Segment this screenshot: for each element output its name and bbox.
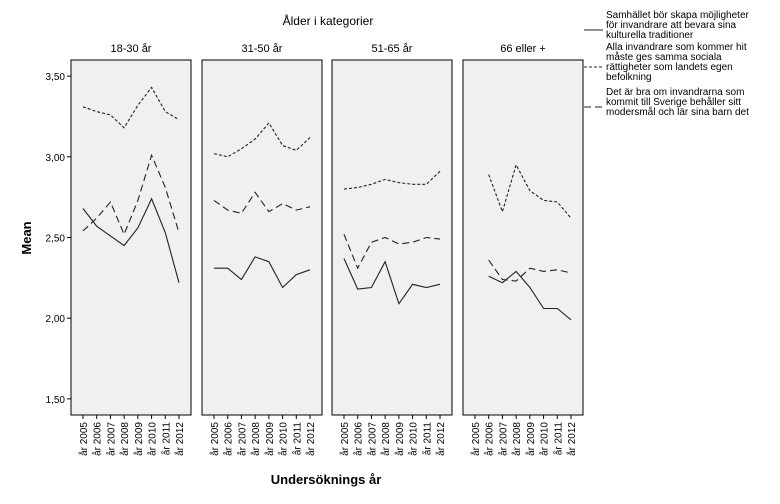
x-tick-label: år 2005 <box>78 422 90 456</box>
legend-label: Samhället bör skapa möjligheter <box>606 10 750 21</box>
y-axis-title: Mean <box>19 221 34 254</box>
x-tick-label: år 2011 <box>160 422 172 456</box>
legend-label: rättigheter som landets egen <box>606 62 733 73</box>
x-tick-label: år 2011 <box>421 422 433 456</box>
x-tick-label: år 2010 <box>539 422 551 456</box>
legend-label: Det är bra om invandrarna som <box>606 87 744 98</box>
x-tick-label: år 2006 <box>353 422 365 456</box>
x-tick-label: år 2008 <box>380 422 392 456</box>
legend-label: modersmål och lär sina barn det <box>606 106 749 118</box>
series-line <box>343 170 441 190</box>
x-tick-label: år 2009 <box>525 422 537 456</box>
x-axis-title: Undersöknings år <box>271 472 382 487</box>
x-tick-label: år 2012 <box>435 422 447 456</box>
legend-label: måste ges samma sociala <box>606 51 722 63</box>
series-line <box>343 234 441 270</box>
x-tick-label: år 2005 <box>339 422 351 456</box>
series-line <box>82 197 180 283</box>
series-line <box>213 121 311 158</box>
legend-label: befolkning <box>606 72 652 83</box>
x-tick-label: år 2009 <box>133 422 145 456</box>
x-tick-label: år 2010 <box>408 422 420 456</box>
legend-label: kulturella traditioner <box>606 30 694 41</box>
series-line <box>488 270 572 321</box>
x-tick-label: år 2009 <box>264 422 276 456</box>
chart-title: Ålder i kategorier <box>283 13 374 28</box>
x-tick-label: år 2005 <box>470 422 482 456</box>
x-tick-label: år 2006 <box>223 422 235 456</box>
x-tick-label: år 2010 <box>278 422 290 456</box>
x-tick-label: år 2008 <box>250 422 262 456</box>
panel-background <box>201 59 323 416</box>
y-tick-label: 3,00 <box>46 153 66 164</box>
series-line <box>213 191 311 214</box>
x-tick-label: år 2012 <box>305 422 317 456</box>
x-tick-label: år 2006 <box>484 422 496 456</box>
series-line <box>82 86 180 129</box>
legend-label: för invandrare att bevara sina <box>606 20 737 31</box>
x-tick-label: år 2008 <box>119 422 131 456</box>
x-tick-label: år 2007 <box>236 422 248 456</box>
x-tick-label: år 2007 <box>366 422 378 456</box>
panel-background <box>462 59 584 416</box>
legend-label: kommit till Sverige behåller sitt <box>606 96 741 108</box>
x-tick-label: år 2012 <box>566 422 578 456</box>
panel-title: 66 eller + <box>500 43 546 55</box>
panel-title: 51-65 år <box>372 43 413 55</box>
x-tick-label: år 2007 <box>105 422 117 456</box>
series-line <box>343 258 441 305</box>
series-line <box>488 259 572 282</box>
series-line <box>82 153 180 236</box>
x-tick-label: år 2011 <box>552 422 564 456</box>
x-tick-label: år 2012 <box>174 422 186 456</box>
x-tick-label: år 2008 <box>511 422 523 456</box>
x-tick-label: år 2005 <box>209 422 221 456</box>
x-tick-label: år 2009 <box>394 422 406 456</box>
series-line <box>488 163 572 219</box>
panel-background <box>331 59 453 416</box>
x-tick-label: år 2011 <box>291 422 303 456</box>
y-tick-label: 3,50 <box>46 72 66 83</box>
x-tick-label: år 2007 <box>497 422 509 456</box>
x-tick-label: år 2006 <box>92 422 104 456</box>
y-tick-label: 2,00 <box>46 314 66 325</box>
x-tick-label: år 2010 <box>147 422 159 456</box>
panel-title: 31-50 år <box>242 43 283 55</box>
panel-title: 18-30 år <box>111 43 152 55</box>
legend-label: Alla invandrare som kommer hit <box>606 42 747 53</box>
series-line <box>214 256 311 289</box>
y-tick-label: 1,50 <box>46 395 66 406</box>
y-tick-label: 2,50 <box>46 234 66 245</box>
